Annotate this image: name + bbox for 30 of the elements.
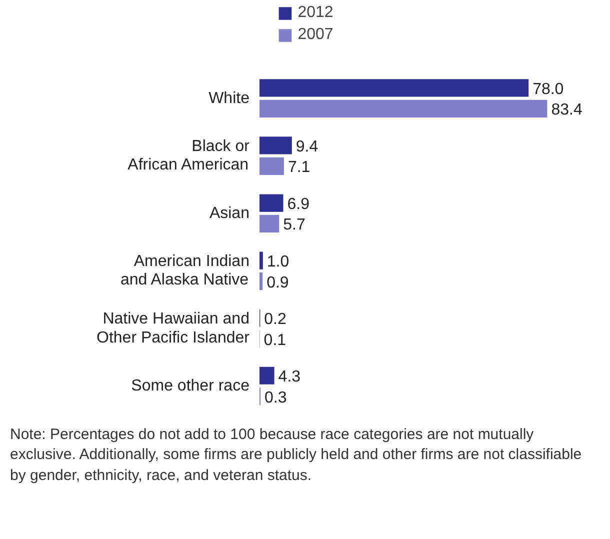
- data-label: 0.3: [264, 389, 287, 406]
- data-label: 5.7: [283, 216, 306, 234]
- y-tick-label: White: [208, 90, 250, 107]
- data-label: 7.1: [288, 159, 310, 176]
- data-label: 78.0: [532, 80, 564, 98]
- data-label: 9.4: [296, 138, 318, 156]
- y-tick-label: American Indian and Alaska Native: [120, 253, 250, 289]
- bar: [259, 252, 263, 270]
- y-tick-label: Asian: [209, 204, 250, 222]
- text: Note: Percentages do not add to 100 because race categories are not mutually exclusive. Additionally, some firms are publicly held and other firms are not classifiable by gender, ethnicity, race, and veteran status.: [10, 425, 583, 486]
- y-tick-label: Some other race: [131, 377, 250, 394]
- bar: [259, 136, 292, 154]
- data-label: 0.2: [264, 311, 286, 328]
- data-label: 1.0: [266, 254, 290, 271]
- bar: [259, 157, 284, 175]
- bar: [259, 272, 263, 290]
- data-label: 4.3: [278, 368, 301, 386]
- y-tick-label: Black or African American: [128, 138, 250, 174]
- data-label: 0.9: [266, 274, 289, 292]
- bar: [259, 100, 548, 118]
- legend-label: 2007: [298, 26, 334, 44]
- y-tick-label: Native Hawaiian and Other Pacific Islander: [96, 310, 250, 346]
- legend-label: 2012: [298, 4, 334, 22]
- data-label: 83.4: [551, 102, 582, 119]
- bar: [259, 366, 274, 384]
- data-label: 0.1: [264, 332, 286, 349]
- data-label: 6.9: [287, 196, 310, 214]
- bar: [259, 194, 284, 212]
- bar: [259, 214, 280, 233]
- bar: [259, 79, 529, 97]
